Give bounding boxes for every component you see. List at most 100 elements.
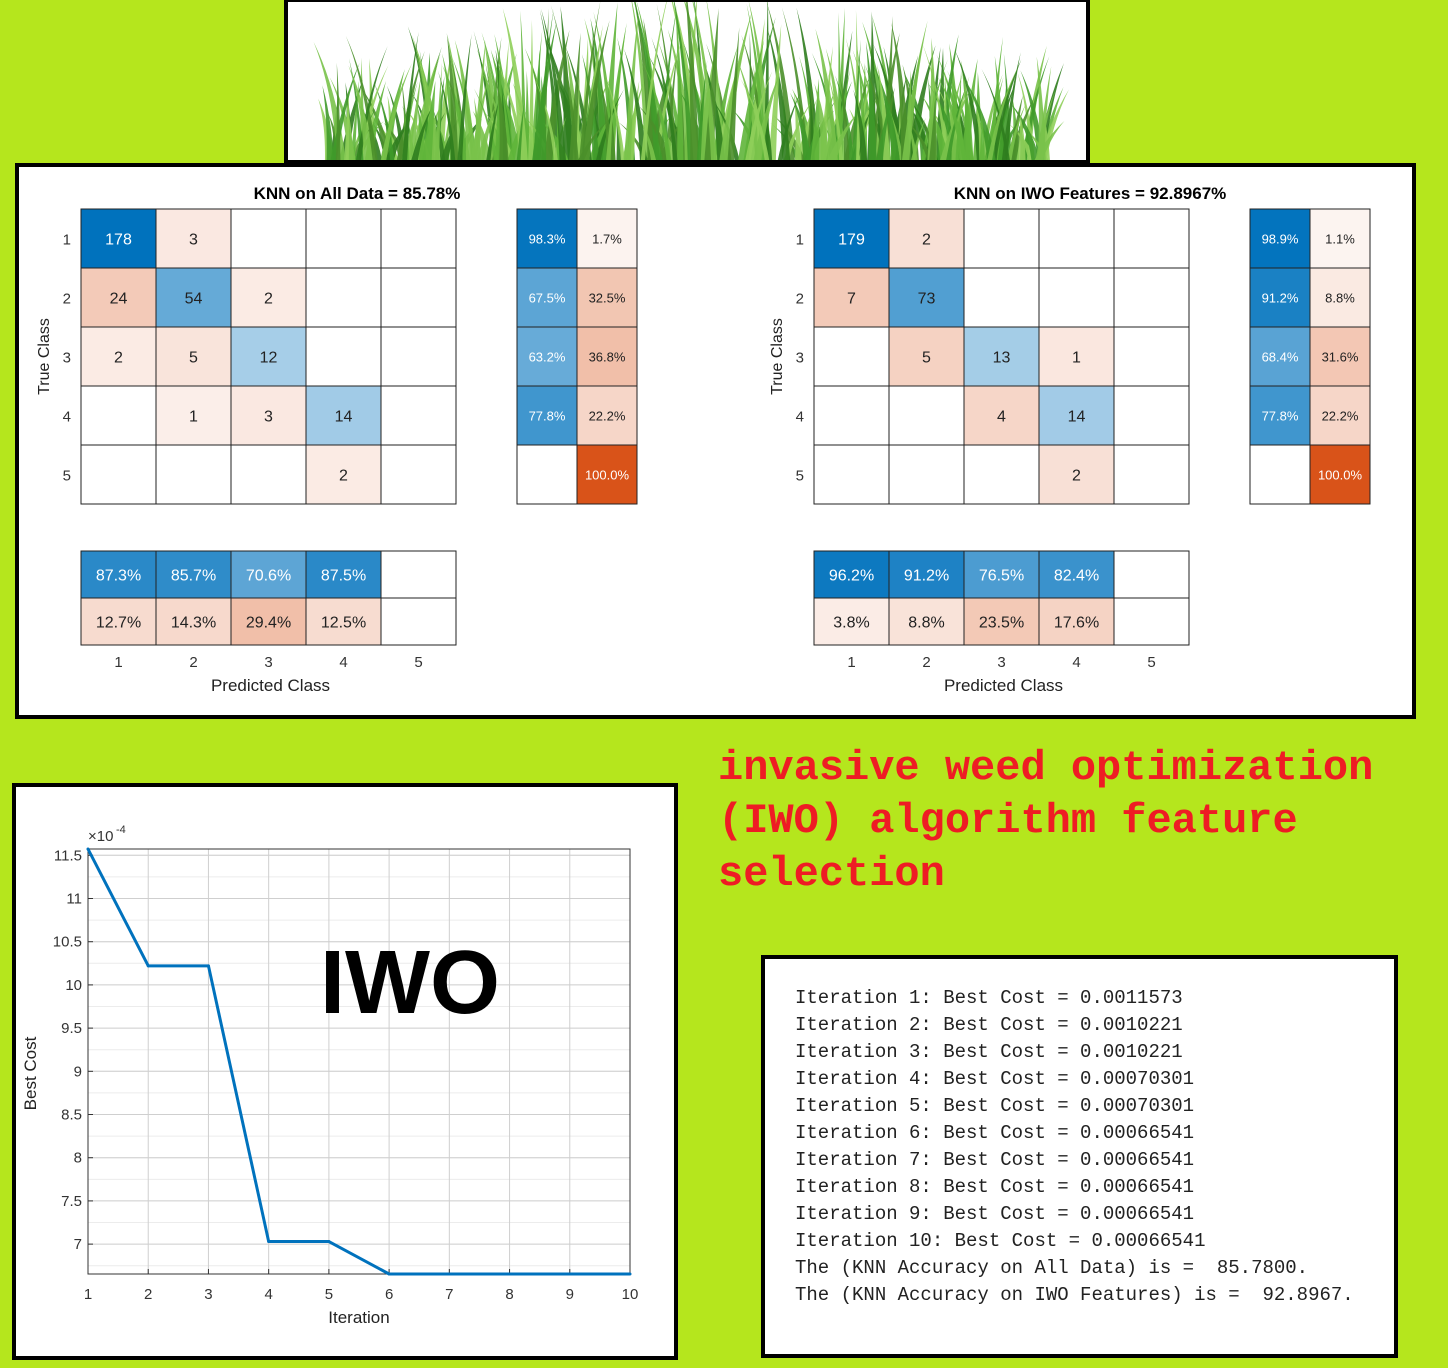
cm-x-label: Predicted Class xyxy=(944,676,1063,695)
row-summary-value: 100.0% xyxy=(585,468,630,483)
grass-blade xyxy=(753,70,781,160)
y-tick-label: 9.5 xyxy=(61,1020,82,1037)
row-summary-cell xyxy=(1249,385,1311,446)
cm-cell-count: 2 xyxy=(1072,468,1081,485)
grass-blade xyxy=(960,58,978,160)
best-cost-point xyxy=(568,1272,572,1276)
grass-blade xyxy=(380,63,413,160)
best-cost-point xyxy=(387,1272,391,1276)
console-lines: Iteration 1: Best Cost = 0.0011573 Iterat… xyxy=(795,985,1354,1309)
grass-blade xyxy=(640,57,672,160)
console-line: Iteration 7: Best Cost = 0.00066541 xyxy=(795,1149,1195,1171)
col-summary-value: 87.5% xyxy=(321,568,366,585)
col-summary-cell xyxy=(305,550,382,599)
col-summary-value: 23.5% xyxy=(979,615,1024,632)
grass-blade xyxy=(350,78,360,160)
grass-blade xyxy=(550,4,579,160)
grass-blade xyxy=(1008,123,1036,160)
x-tick-label: 6 xyxy=(385,1286,393,1303)
cm-cell xyxy=(230,385,307,446)
col-summary-value: 17.6% xyxy=(1054,615,1099,632)
cm-col-tick: 4 xyxy=(1072,654,1080,671)
grass-blade xyxy=(815,28,838,160)
grass-blade xyxy=(402,31,419,160)
cm-cell xyxy=(80,208,157,269)
grass-blade xyxy=(532,74,558,160)
grass-blade xyxy=(457,33,472,160)
cm-row-tick: 5 xyxy=(796,468,804,485)
grass-image-panel xyxy=(284,0,1090,164)
x-tick-label: 9 xyxy=(566,1286,574,1303)
grass-blade xyxy=(746,3,767,160)
row-summary-cell xyxy=(516,444,578,505)
cm-cell xyxy=(230,444,307,505)
row-summary-value: 1.1% xyxy=(1325,232,1355,247)
grass-blade xyxy=(437,70,456,160)
cm-cell xyxy=(230,326,307,387)
best-cost-series-line xyxy=(86,848,630,1276)
row-summary-cell xyxy=(576,444,638,505)
grass-blade xyxy=(962,76,996,160)
grass-blade xyxy=(827,112,859,160)
grass-blade xyxy=(651,37,678,160)
y-tick-label: 7 xyxy=(74,1236,82,1253)
grass-blade xyxy=(673,2,694,160)
best-cost-point xyxy=(508,1272,512,1276)
grass-blade xyxy=(358,104,382,160)
cm-col-tick: 3 xyxy=(997,654,1005,671)
cm-cell-count: 14 xyxy=(335,409,353,426)
grass-blade xyxy=(793,92,802,160)
cm-cell xyxy=(963,385,1040,446)
cm-cell xyxy=(305,208,382,269)
grass-blade xyxy=(335,62,341,160)
cm-cell xyxy=(1038,326,1115,387)
cm-cell xyxy=(1038,208,1115,269)
cm-cell xyxy=(963,444,1040,505)
col-summary-value: 8.8% xyxy=(908,615,944,632)
console-line: Iteration 5: Best Cost = 0.00070301 xyxy=(795,1095,1195,1117)
row-summary-cell xyxy=(576,326,638,387)
col-summary-value: 85.7% xyxy=(171,568,216,585)
row-summary-cell xyxy=(1309,208,1371,269)
cm-row-tick: 2 xyxy=(796,291,804,308)
x-tick-label: 8 xyxy=(505,1286,513,1303)
cm-cell xyxy=(888,326,965,387)
cm-col-tick: 4 xyxy=(339,654,347,671)
grass-blade xyxy=(1035,89,1056,160)
cm-cell-count: 2 xyxy=(264,291,273,308)
grass-blade xyxy=(516,102,525,160)
confusion-matrix-2: KNN on IWO Features = 92.8967% 179 2 1 7 73 2 5… xyxy=(769,184,1371,695)
grass-blade xyxy=(922,43,949,160)
grass-blade xyxy=(1016,115,1026,160)
cm-cell xyxy=(1038,267,1115,328)
row-summary-value: 22.2% xyxy=(589,409,626,424)
row-summary-value: 63.2% xyxy=(529,350,566,365)
best-cost-point xyxy=(327,1240,331,1244)
grass-blade xyxy=(814,83,830,160)
cm-cell xyxy=(888,444,965,505)
row-summary-value: 1.7% xyxy=(592,232,622,247)
grass-blade xyxy=(579,2,601,160)
cm-cell xyxy=(380,444,457,505)
grass-blade xyxy=(348,58,364,160)
x-tick-label: 2 xyxy=(144,1286,152,1303)
grass-blade xyxy=(470,72,491,160)
cm-y-label: True Class xyxy=(36,318,53,395)
y-tick-label: 11 xyxy=(66,891,82,908)
row-summary-value: 31.6% xyxy=(1322,350,1359,365)
console-line: Iteration 2: Best Cost = 0.0010221 xyxy=(795,1014,1183,1036)
grass-blade xyxy=(954,49,984,160)
row-summary-cell xyxy=(576,385,638,446)
grass-blade xyxy=(654,37,683,160)
best-cost-point xyxy=(86,847,90,851)
cm-row-tick: 2 xyxy=(63,291,71,308)
plot-frame xyxy=(87,848,631,1275)
console-output-panel: Iteration 1: Best Cost = 0.0011573 Iterat… xyxy=(761,955,1398,1358)
iwo-overlay-label: IWO xyxy=(320,933,500,1033)
grass-blade xyxy=(735,56,762,160)
row-summary-value: 36.8% xyxy=(589,350,626,365)
cm-cell xyxy=(813,444,890,505)
y-tick-label: 10 xyxy=(65,977,82,994)
grass-blade xyxy=(989,59,1022,160)
